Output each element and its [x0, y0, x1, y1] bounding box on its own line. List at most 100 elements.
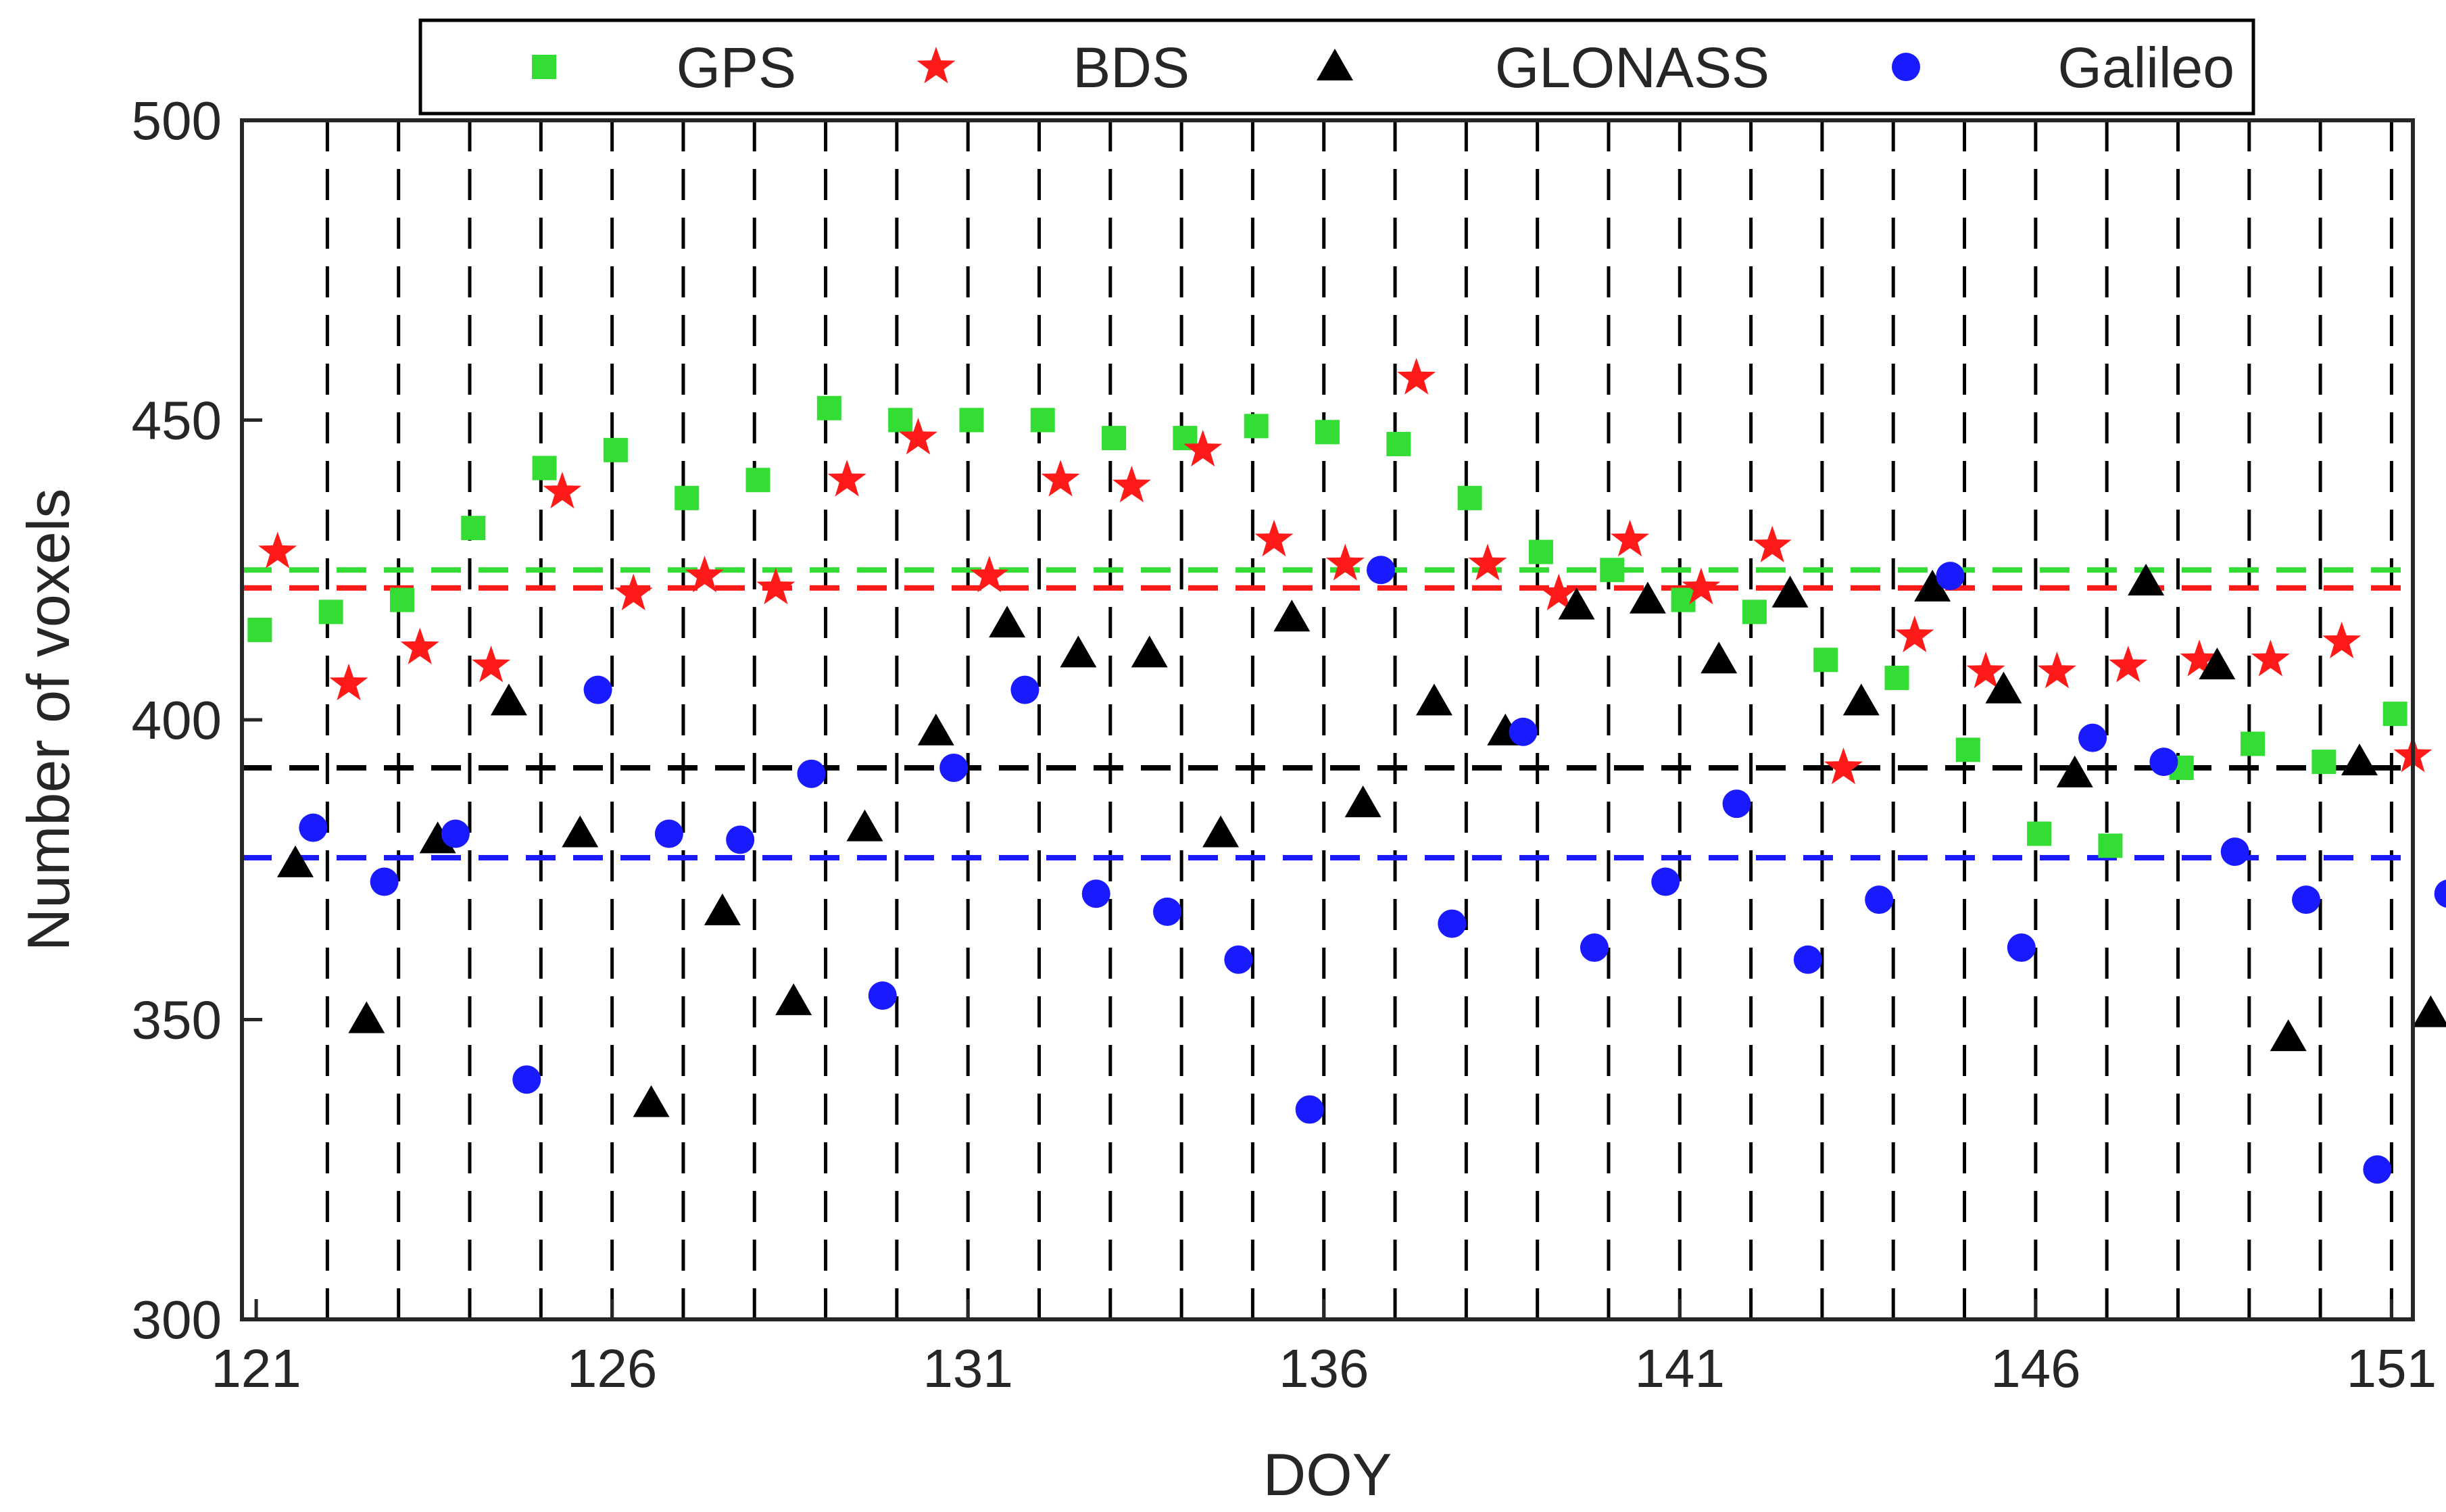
galileo-point-16	[1366, 556, 1395, 585]
legend-label-galileo: Galileo	[2058, 36, 2234, 99]
galileo-point-8	[797, 759, 826, 788]
legend-marker-glonass	[1317, 49, 1353, 80]
gps-point-16	[1315, 420, 1340, 445]
y-tick-label-500: 500	[132, 91, 222, 151]
glonass-point-27	[2128, 563, 2165, 595]
glonass-point-21	[1701, 641, 1738, 674]
galileo-point-25	[2007, 933, 2036, 962]
x-tick-label-131: 131	[923, 1338, 1012, 1398]
gps-point-25	[1955, 737, 1980, 762]
day-separator-lines	[325, 120, 2393, 1319]
galileo-point-3	[441, 819, 470, 848]
glonass-point-1	[276, 845, 314, 877]
galileo-point-7	[726, 825, 755, 854]
data-points	[247, 358, 2446, 1184]
bds-point-7	[685, 556, 725, 593]
x-tick-label-151: 151	[2347, 1338, 2437, 1398]
gps-point-13	[1102, 426, 1127, 451]
galileo-point-11	[1010, 675, 1039, 704]
gps-point-12	[1030, 408, 1055, 433]
gps-point-9	[816, 395, 841, 420]
glonass-point-26	[2056, 755, 2093, 787]
glonass-point-15	[1273, 600, 1311, 632]
mean-lines	[242, 567, 2413, 861]
legend-marker-gps	[532, 55, 556, 79]
gps-point-30	[2312, 750, 2337, 775]
glonass-point-31	[2412, 995, 2446, 1027]
legend-label-glonass: GLONASS	[1495, 36, 1769, 99]
gps-point-4	[461, 516, 486, 541]
glonass-point-11	[989, 606, 1026, 638]
galileo-point-24	[1936, 562, 1965, 591]
legend-item-bds: BDS	[916, 36, 1190, 99]
bds-point-3	[400, 627, 439, 664]
bds-point-4	[472, 645, 511, 683]
series-gps	[247, 395, 2407, 858]
gps-point-18	[1457, 485, 1482, 510]
gps-point-23	[1813, 648, 1838, 673]
y-tick-labels: 300 350 400 450 500	[132, 91, 222, 1350]
bds-point-17	[1397, 358, 1436, 395]
glonass-point-5	[562, 815, 599, 848]
bds-point-24	[1895, 615, 1934, 653]
x-tick-label-136: 136	[1279, 1338, 1369, 1398]
glonass-point-3	[419, 821, 456, 854]
glonass-point-16	[1344, 785, 1381, 818]
glonass-point-22	[1771, 575, 1809, 608]
legend-label-bds: BDS	[1073, 36, 1190, 99]
x-tick-labels: 121 126 131 136 141 146 151	[211, 1338, 2437, 1398]
legend-label-gps: GPS	[677, 36, 796, 99]
glonass-point-23	[1842, 683, 1880, 716]
gps-point-10	[888, 408, 913, 433]
y-tick-label-300: 300	[132, 1290, 222, 1350]
bds-point-1	[258, 531, 297, 568]
legend-item-glonass: GLONASS	[1317, 36, 1769, 99]
series-glonass	[276, 563, 2446, 1117]
bds-point-12	[1041, 460, 1080, 497]
bds-point-26	[2037, 652, 2076, 689]
glonass-point-6	[633, 1085, 670, 1117]
galileo-point-26	[2078, 723, 2107, 752]
galileo-point-19	[1580, 933, 1609, 962]
gps-point-3	[389, 587, 414, 612]
galileo-point-20	[1651, 867, 1680, 896]
galileo-point-1	[299, 813, 328, 842]
galileo-point-4	[512, 1065, 541, 1094]
galileo-point-10	[939, 753, 969, 782]
bds-point-29	[2251, 639, 2290, 677]
x-tick-label-126: 126	[567, 1338, 657, 1398]
gps-point-17	[1386, 431, 1411, 456]
gps-point-26	[2027, 821, 2052, 846]
x-axis-label: DOY	[1263, 1441, 1392, 1508]
glonass-point-14	[1202, 815, 1240, 848]
bds-point-16	[1325, 543, 1365, 581]
gps-point-20	[1600, 558, 1625, 583]
gps-point-8	[745, 468, 771, 493]
legend: GPS BDS GLONASS Galileo	[418, 18, 2255, 116]
galileo-point-21	[1722, 789, 1751, 819]
legend-item-gps: GPS	[532, 36, 796, 99]
x-tick-label-121: 121	[211, 1338, 301, 1398]
glonass-point-10	[917, 713, 954, 746]
bds-point-10	[898, 418, 937, 455]
gps-point-31	[2382, 702, 2407, 727]
x-tick-label-146: 146	[1990, 1338, 2080, 1398]
galileo-point-14	[1224, 945, 1253, 974]
glonass-point-29	[2270, 1019, 2307, 1052]
glonass-point-13	[1131, 635, 1168, 668]
glonass-point-28	[2199, 648, 2236, 680]
bds-point-19	[1539, 573, 1578, 610]
galileo-point-13	[1153, 897, 1182, 926]
bds-point-5	[543, 471, 582, 509]
axis-ticks	[242, 118, 2393, 1321]
gps-point-11	[959, 408, 984, 433]
glonass-point-7	[704, 893, 741, 925]
y-axis-label: Number of voxels	[15, 489, 82, 952]
bds-point-9	[827, 460, 866, 497]
bds-point-28	[2180, 639, 2219, 677]
gps-point-24	[1884, 665, 1909, 690]
gps-point-15	[1244, 414, 1269, 439]
gps-point-27	[2098, 833, 2123, 858]
